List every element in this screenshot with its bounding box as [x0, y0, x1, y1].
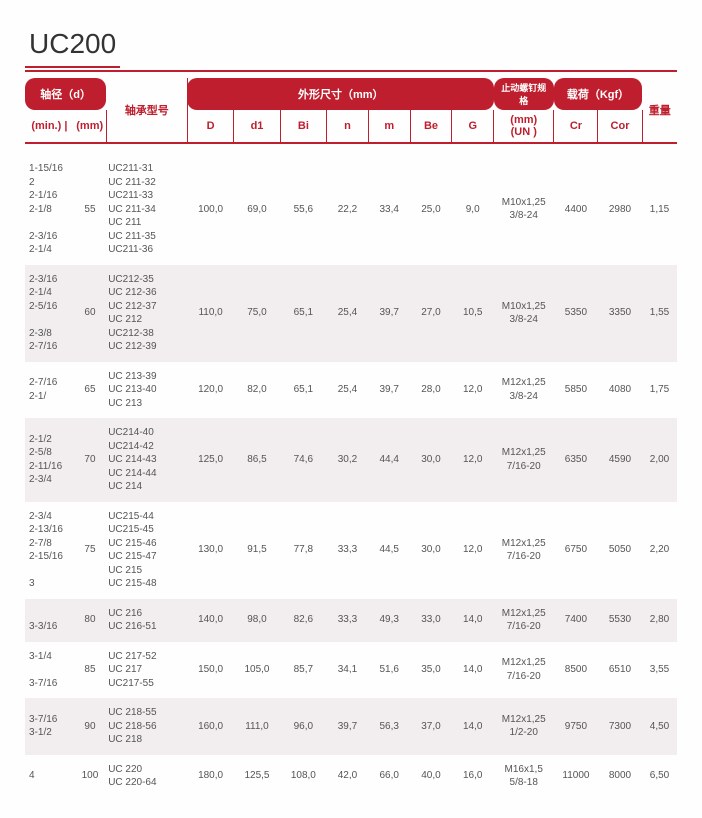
table-row: 2-7/162-1/65UC 213-39UC 213-40UC 213120,…	[25, 362, 677, 419]
table-row: 2-3/42-13/162-7/82-15/16 375UC215-44UC21…	[25, 502, 677, 599]
data-table: 1-15/1622-1/162-1/8 2-3/162-1/455UC211-3…	[25, 154, 677, 798]
hdr-Be: Be	[410, 110, 452, 143]
table-header: 轴径（d） 轴承型号 外形尺寸（mm） 止动螺钉规格 载荷（Kgf） 重量 (m…	[25, 78, 677, 144]
hdr-dims-group: 外形尺寸（mm）	[187, 78, 493, 110]
hdr-load-group: 载荷（Kgf）	[554, 78, 642, 110]
hdr-n: n	[327, 110, 369, 143]
hdr-min: (min.) |	[25, 110, 74, 143]
hdr-screw-group: 止动螺钉规格	[494, 78, 554, 110]
page-title: UC200	[25, 20, 120, 68]
hdr-Cor: Cor	[598, 110, 642, 143]
hdr-model: 轴承型号	[106, 78, 187, 143]
hdr-D: D	[187, 110, 233, 143]
table-row: 4100UC 220UC 220-64180,0125,5108,042,066…	[25, 755, 677, 798]
hdr-Bi: Bi	[280, 110, 326, 143]
table-row: 3-7/163-1/290UC 218-55UC 218-56UC 218160…	[25, 698, 677, 755]
hdr-mm: (mm)	[74, 110, 107, 143]
hdr-m: m	[368, 110, 410, 143]
hdr-Cr: Cr	[554, 110, 598, 143]
table-row: 2-1/22-5/82-11/162-3/470UC214-40UC214-42…	[25, 418, 677, 502]
table-row: 2-3/162-1/42-5/16 2-3/82-7/1660UC212-35U…	[25, 265, 677, 362]
hdr-shaft-group: 轴径（d）	[25, 78, 106, 110]
table-row: 1-15/1622-1/162-1/8 2-3/162-1/455UC211-3…	[25, 154, 677, 265]
hdr-screw-sub: (mm)(UN )	[494, 110, 554, 143]
hdr-d1: d1	[234, 110, 280, 143]
table-row: 3-1/4 3-7/1685UC 217-52UC 217UC217-55150…	[25, 642, 677, 699]
table-row: 3-3/1680UC 216UC 216-51140,098,082,633,3…	[25, 599, 677, 642]
hdr-G: G	[452, 110, 494, 143]
title-underline	[25, 70, 677, 72]
hdr-weight: 重量	[642, 78, 677, 143]
